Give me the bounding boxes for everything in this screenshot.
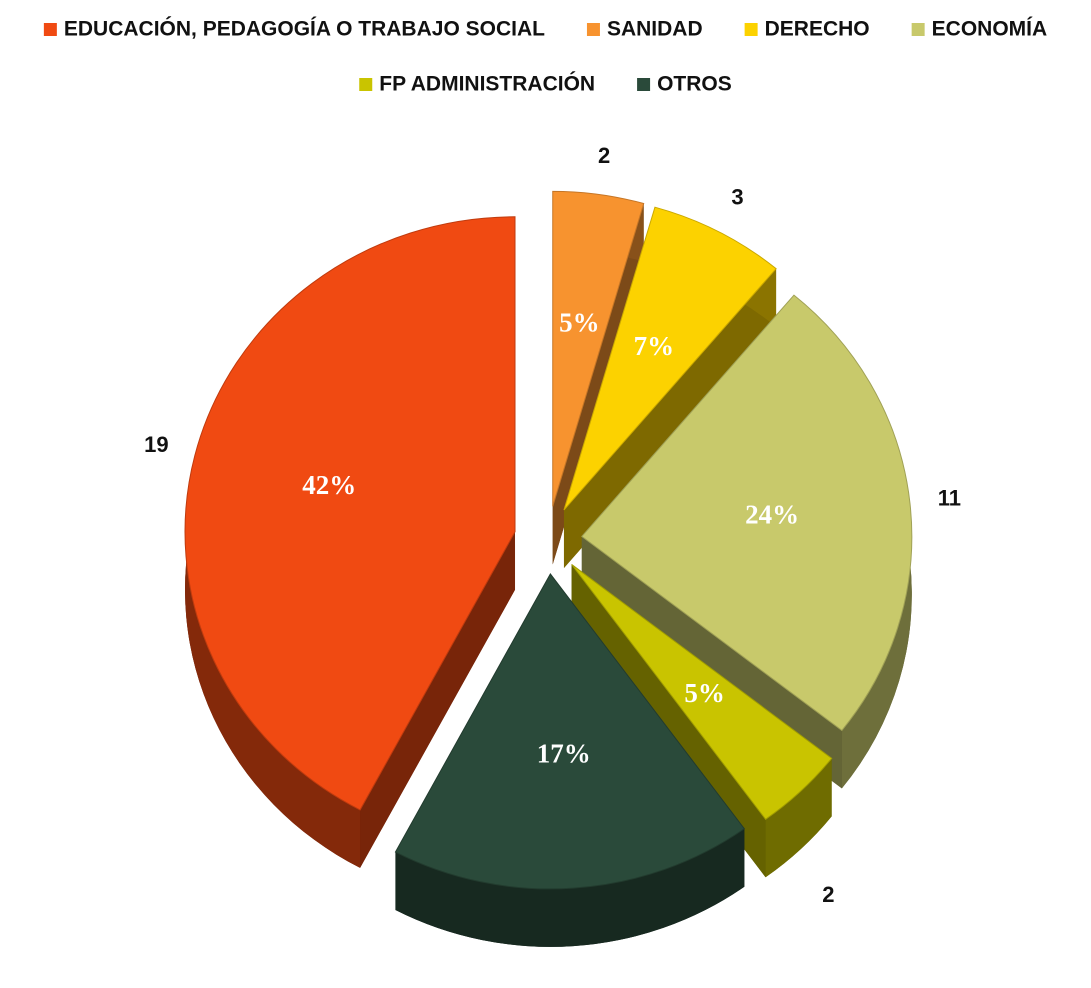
slice-side <box>563 268 777 568</box>
slice-wall <box>395 828 745 947</box>
slice <box>394 573 746 947</box>
slice <box>184 216 516 868</box>
percent-label: 5% <box>684 678 725 708</box>
legend-swatch <box>586 23 600 36</box>
data-label: 19 <box>144 432 168 457</box>
percent-label: 5% <box>559 308 600 338</box>
data-label: 2 <box>598 143 610 168</box>
legend-swatch <box>637 78 651 91</box>
slice-wall <box>765 758 832 878</box>
slice <box>563 206 777 568</box>
data-label: 11 <box>938 485 961 510</box>
legend-label: FP ADMINISTRACIÓN <box>379 72 595 96</box>
legend-label: ECONOMÍA <box>932 18 1048 41</box>
percent-label: 17% <box>537 738 591 768</box>
slice-side <box>360 531 516 868</box>
legend-label: DERECHO <box>765 18 870 41</box>
slice-top <box>552 190 645 507</box>
legend-label: EDUCACIÓN, PEDAGOGÍA O TRABAJO SOCIAL <box>64 17 545 41</box>
data-label: 3 <box>731 184 743 209</box>
slice-top <box>184 216 516 811</box>
percent-label: 7% <box>634 331 675 361</box>
slice-top <box>394 573 746 890</box>
slice <box>581 294 913 789</box>
legend-label: OTROS <box>657 73 732 96</box>
percent-label: 24% <box>745 500 799 530</box>
slice-top <box>581 294 913 732</box>
slice-top <box>571 564 833 820</box>
slice-top <box>563 206 777 511</box>
legend-label: SANIDAD <box>607 18 703 41</box>
legend: EDUCACIÓN, PEDAGOGÍA O TRABAJO SOCIAL SAN… <box>43 17 1048 96</box>
legend-swatch <box>359 78 373 91</box>
legend-row: EDUCACIÓN, PEDAGOGÍA O TRABAJO SOCIAL SAN… <box>43 17 1048 41</box>
legend-row: FP ADMINISTRACIÓN OTROS <box>359 72 732 96</box>
legend-swatch <box>43 23 57 36</box>
percent-label: 42% <box>302 470 356 500</box>
data-label: 2 <box>822 882 834 907</box>
legend-swatch <box>744 23 758 36</box>
legend-swatch <box>911 23 925 36</box>
